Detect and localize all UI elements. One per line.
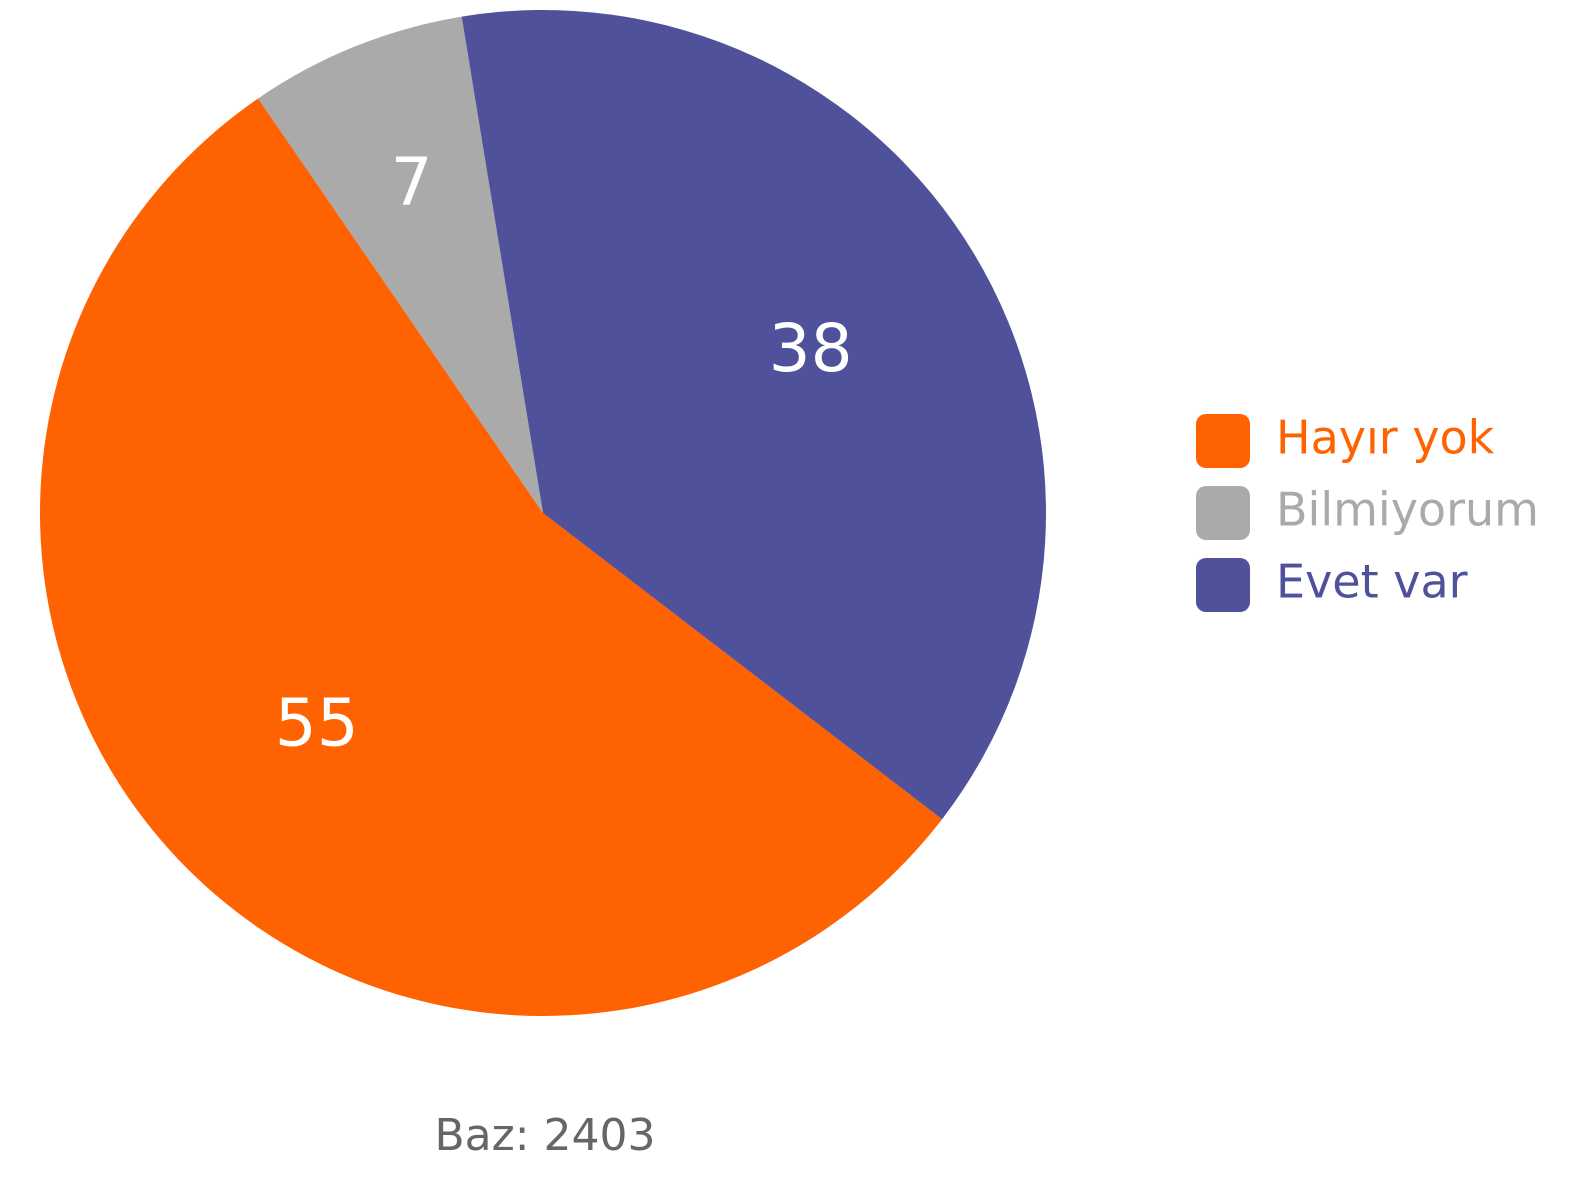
pie-slice <box>39 98 943 1017</box>
legend-label: Hayır yok <box>1276 411 1495 465</box>
slice-label: 38 <box>769 310 853 387</box>
pie-slice <box>461 10 1046 820</box>
slice-label: 7 <box>391 143 433 220</box>
legend-label: Bilmiyorum <box>1276 483 1539 537</box>
base-note: Baz: 2403 <box>434 1110 655 1161</box>
pie-slice <box>258 16 543 514</box>
legend-swatch <box>1196 486 1250 540</box>
slice-label: 55 <box>275 685 359 762</box>
legend-label: Evet var <box>1276 555 1468 609</box>
legend-swatch <box>1196 558 1250 612</box>
legend-swatch <box>1196 414 1250 468</box>
